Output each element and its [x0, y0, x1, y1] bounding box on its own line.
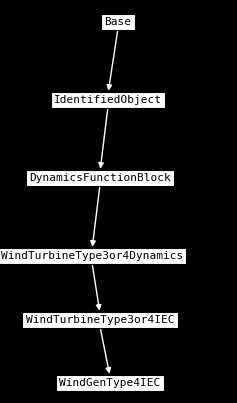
- Text: DynamicsFunctionBlock: DynamicsFunctionBlock: [29, 173, 171, 183]
- Text: WindTurbineType3or4IEC: WindTurbineType3or4IEC: [26, 315, 174, 325]
- Text: WindTurbineType3or4Dynamics: WindTurbineType3or4Dynamics: [1, 251, 183, 261]
- Text: Base: Base: [105, 17, 132, 27]
- Text: IdentifiedObject: IdentifiedObject: [54, 95, 162, 105]
- Text: WindGenType4IEC: WindGenType4IEC: [59, 378, 161, 388]
